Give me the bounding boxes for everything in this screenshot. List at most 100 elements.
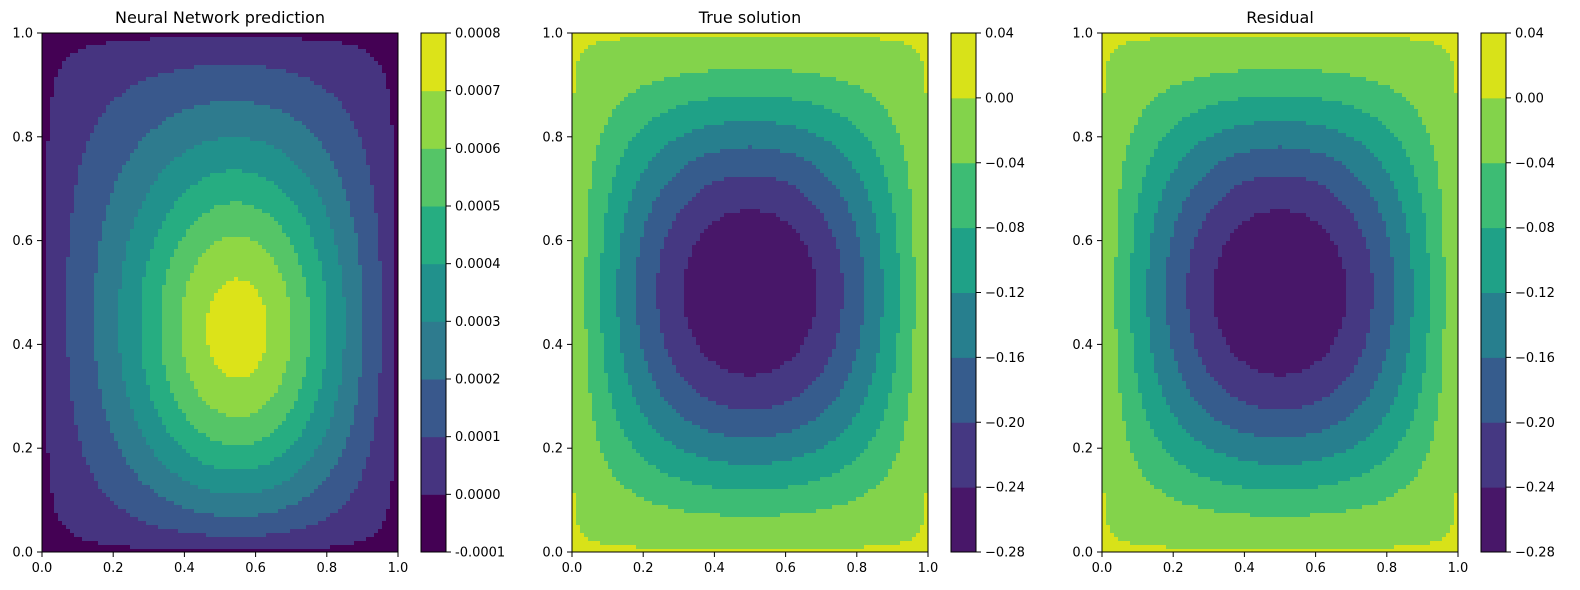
colorbar-tick-label: 0.0002 bbox=[455, 373, 501, 388]
subplot-1: Neural Network prediction 0.0 0.2 0.4 0.6 0.8… bbox=[12, 8, 505, 576]
x-tick-label: 0.4 bbox=[174, 561, 195, 576]
colorbar-tick-label: −0.24 bbox=[1515, 481, 1555, 496]
y-tick-label: 0.8 bbox=[12, 130, 33, 145]
axes-frame bbox=[1101, 32, 1459, 553]
x-tick-label: 0.6 bbox=[1305, 561, 1326, 576]
x-tick-label: 0.2 bbox=[103, 561, 124, 576]
colorbar-tick-label: −0.12 bbox=[985, 286, 1025, 301]
colorbar-tick-label: −0.28 bbox=[985, 546, 1025, 561]
colorbar: −0.28 −0.24 −0.20 −0.16 −0.12 −0.08 −0.04 0.00 0… bbox=[950, 27, 1025, 561]
colorbar-band bbox=[1481, 422, 1506, 488]
colorbar-tick-label: 0.0005 bbox=[455, 200, 501, 215]
colorbar-tick-label: −0.28 bbox=[1515, 546, 1555, 561]
x-tick-label: 0.2 bbox=[1163, 561, 1184, 576]
colorbar-band bbox=[421, 263, 446, 322]
y-tick-label: 0.4 bbox=[542, 338, 563, 353]
colorbar-tick-label: 0.0006 bbox=[455, 142, 501, 157]
colorbar-band bbox=[951, 487, 976, 553]
colorbar-band bbox=[421, 494, 446, 553]
y-tick-label: 0.6 bbox=[1072, 234, 1093, 249]
colorbar-band bbox=[421, 33, 446, 92]
x-tick-label: 0.8 bbox=[1376, 561, 1397, 576]
colorbar-tick-label: 0.04 bbox=[985, 27, 1014, 42]
x-tick-label: 0.6 bbox=[245, 561, 266, 576]
x-tick-label: 0.4 bbox=[704, 561, 725, 576]
colorbar-band bbox=[951, 227, 976, 293]
contour-fill bbox=[1102, 33, 1458, 552]
colorbar-tick-label: −0.20 bbox=[985, 416, 1025, 431]
y-tick-label: 0.4 bbox=[12, 338, 33, 353]
colorbar-tick-label: −0.16 bbox=[985, 351, 1025, 366]
colorbar-band bbox=[1481, 162, 1506, 229]
y-tick-label: 1.0 bbox=[12, 27, 33, 42]
colorbar-band bbox=[951, 292, 976, 358]
x-tick-label: 1.0 bbox=[918, 561, 939, 576]
y-tick-label: 1.0 bbox=[542, 27, 563, 42]
colorbar-band bbox=[421, 206, 446, 265]
colorbar-band bbox=[1481, 33, 1506, 99]
x-tick-label: 1.0 bbox=[1448, 561, 1469, 576]
subplot-title: Residual bbox=[1246, 8, 1314, 27]
colorbar-tick-label: 0.0003 bbox=[455, 315, 501, 330]
axes-frame bbox=[41, 32, 399, 553]
contour-fill bbox=[42, 33, 398, 552]
y-tick-label: 0.8 bbox=[1072, 130, 1093, 145]
x-tick-label: 0.0 bbox=[32, 561, 53, 576]
colorbar-tick-label: -0.0001 bbox=[455, 546, 505, 561]
y-tick-label: 1.0 bbox=[1072, 27, 1093, 42]
colorbar-band bbox=[1481, 97, 1506, 164]
colorbar-band bbox=[951, 97, 976, 164]
colorbar-band bbox=[951, 162, 976, 229]
y-tick-label: 0.2 bbox=[12, 442, 33, 457]
colorbar-tick-label: −0.08 bbox=[985, 221, 1025, 236]
colorbar-tick-label: −0.16 bbox=[1515, 351, 1555, 366]
y-tick-label: 0.2 bbox=[542, 442, 563, 457]
subplot-3: Residual 0.0 0.2 0.4 0.6 0.8 1.0 0.0 0.2 0.4 0.6 0.… bbox=[1072, 8, 1555, 576]
y-tick-label: 0.0 bbox=[12, 546, 33, 561]
subplot-title: Neural Network prediction bbox=[115, 8, 325, 27]
colorbar-band bbox=[421, 90, 446, 149]
subplot-title: True solution bbox=[698, 8, 801, 27]
colorbar-tick-label: 0.0007 bbox=[455, 84, 501, 99]
colorbar-tick-label: 0.0004 bbox=[455, 257, 501, 272]
colorbar-band bbox=[1481, 292, 1506, 358]
y-tick-label: 0.0 bbox=[542, 546, 563, 561]
axes-frame bbox=[571, 32, 929, 553]
y-tick-label: 0.4 bbox=[1072, 338, 1093, 353]
colorbar-tick-label: 0.0001 bbox=[455, 430, 501, 445]
x-tick-label: 0.8 bbox=[846, 561, 867, 576]
colorbar-band bbox=[421, 379, 446, 438]
subplot-2: True solution 0.0 0.2 0.4 0.6 0.8 1.0 0.0 0.2 0.4… bbox=[542, 8, 1025, 576]
x-tick-label: 1.0 bbox=[388, 561, 409, 576]
colorbar-band bbox=[951, 422, 976, 488]
colorbar: −0.28 −0.24 −0.20 −0.16 −0.12 −0.08 −0.04 0.00 0… bbox=[1480, 27, 1555, 561]
x-tick-label: 0.2 bbox=[633, 561, 654, 576]
x-tick-label: 0.6 bbox=[775, 561, 796, 576]
y-tick-label: 0.2 bbox=[1072, 442, 1093, 457]
y-tick-label: 0.0 bbox=[1072, 546, 1093, 561]
colorbar-tick-label: −0.20 bbox=[1515, 416, 1555, 431]
y-tick-label: 0.8 bbox=[542, 130, 563, 145]
colorbar-tick-label: −0.12 bbox=[1515, 286, 1555, 301]
colorbar-band bbox=[951, 357, 976, 423]
colorbar-tick-label: −0.04 bbox=[1515, 156, 1555, 171]
x-tick-label: 0.0 bbox=[562, 561, 583, 576]
colorbar-tick-label: −0.04 bbox=[985, 156, 1025, 171]
colorbar-band bbox=[1481, 227, 1506, 293]
colorbar-band bbox=[421, 148, 446, 207]
colorbar-band bbox=[951, 33, 976, 99]
colorbar-tick-label: −0.24 bbox=[985, 481, 1025, 496]
colorbar-tick-label: 0.00 bbox=[1515, 91, 1544, 106]
colorbar-band bbox=[1481, 487, 1506, 553]
colorbar: -0.0001 0.0000 0.0001 0.0002 0.0003 0.0004 0.0… bbox=[420, 27, 505, 561]
x-tick-label: 0.4 bbox=[1234, 561, 1255, 576]
colorbar-band bbox=[1481, 357, 1506, 423]
colorbar-tick-label: −0.08 bbox=[1515, 221, 1555, 236]
colorbar-band bbox=[421, 436, 446, 495]
y-tick-label: 0.6 bbox=[542, 234, 563, 249]
y-tick-label: 0.6 bbox=[12, 234, 33, 249]
x-tick-label: 0.8 bbox=[316, 561, 337, 576]
contour-fill bbox=[572, 33, 928, 552]
colorbar-tick-label: 0.0008 bbox=[455, 27, 501, 42]
